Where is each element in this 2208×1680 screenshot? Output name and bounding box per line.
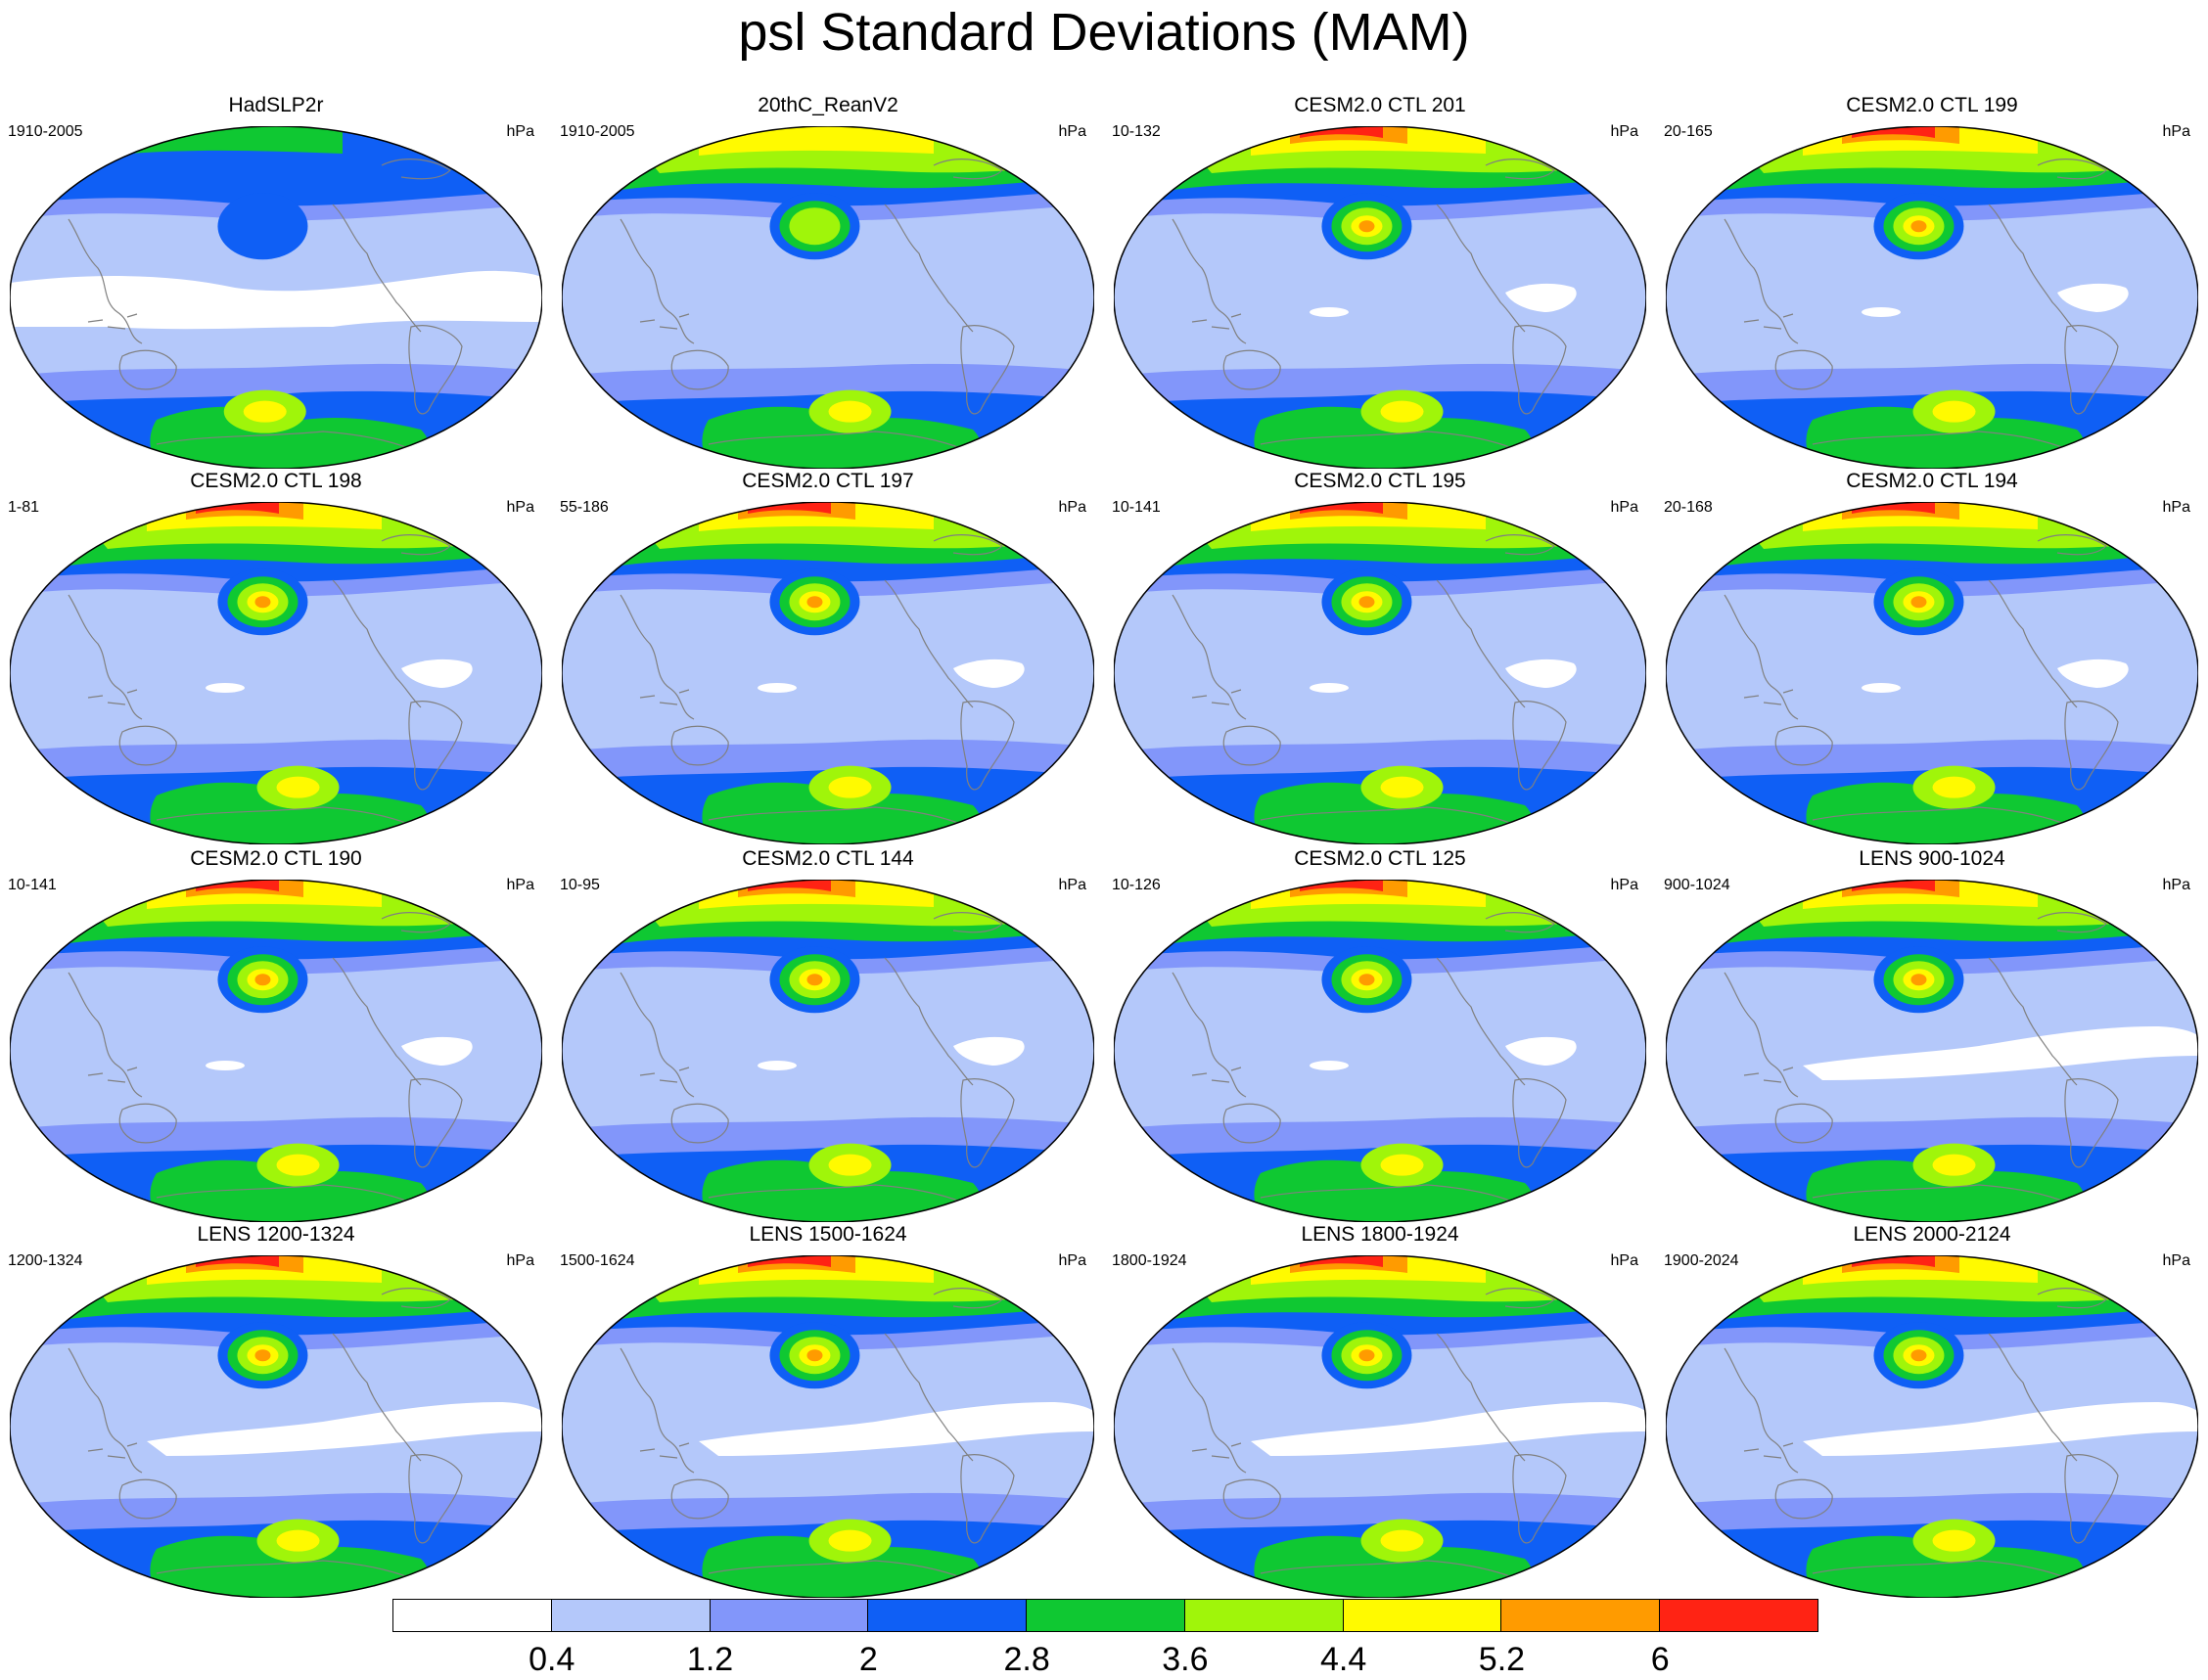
- world-map: [10, 126, 542, 469]
- panel-units: hPa: [506, 877, 534, 893]
- panel-title: LENS 2000-2124: [1853, 1223, 2011, 1246]
- map-panel: CESM2.0 CTL 199 20-165 hPa: [1656, 94, 2208, 471]
- colorbar-tick-label: 6: [1650, 1641, 1670, 1678]
- colorbar-swatch: [1500, 1599, 1661, 1632]
- panel-title: CESM2.0 CTL 199: [1846, 94, 2018, 116]
- panel-years: 1900-2024: [1664, 1252, 1739, 1269]
- panel-units: hPa: [1610, 499, 1638, 516]
- panel-title: CESM2.0 CTL 125: [1294, 847, 1466, 870]
- panel-years: 1500-1624: [560, 1252, 635, 1269]
- world-map: [1114, 126, 1646, 469]
- panel-units: hPa: [506, 499, 534, 516]
- panel-units: hPa: [506, 123, 534, 140]
- colorbar-swatch: [392, 1599, 552, 1632]
- map-panel: LENS 900-1024 900-1024 hPa: [1656, 847, 2208, 1224]
- colorbar-tick-label: 1.2: [686, 1641, 734, 1678]
- panel-years: 20-165: [1664, 123, 1713, 140]
- panel-years: 20-168: [1664, 499, 1713, 516]
- map-panel: CESM2.0 CTL 201 10-132 hPa: [1104, 94, 1656, 471]
- world-map: [1114, 502, 1646, 844]
- figure-title: psl Standard Deviations (MAM): [738, 3, 1470, 62]
- panel-title: CESM2.0 CTL 197: [742, 470, 914, 492]
- panel-title: LENS 1200-1324: [197, 1223, 355, 1246]
- map-panel: HadSLP2r 1910-2005 hPa: [0, 94, 552, 471]
- panel-years: 1200-1324: [8, 1252, 83, 1269]
- colorbar-tick-label: 5.2: [1478, 1641, 1526, 1678]
- world-map: [562, 126, 1094, 469]
- world-map: [1666, 880, 2198, 1222]
- panel-title: CESM2.0 CTL 195: [1294, 470, 1466, 492]
- panel-title: LENS 1800-1924: [1301, 1223, 1459, 1246]
- colorbar-tick-label: 0.4: [529, 1641, 575, 1678]
- colorbar-swatch: [709, 1599, 869, 1632]
- panel-units: hPa: [1058, 123, 1086, 140]
- map-panel: LENS 1200-1324 1200-1324 hPa: [0, 1223, 552, 1600]
- panel-units: hPa: [1058, 499, 1086, 516]
- panel-units: hPa: [1610, 123, 1638, 140]
- map-panel: 20thC_ReanV2 1910-2005 hPa: [552, 94, 1104, 471]
- panel-units: hPa: [1058, 877, 1086, 893]
- panel-units: hPa: [2162, 499, 2190, 516]
- panel-units: hPa: [1610, 877, 1638, 893]
- world-map: [562, 880, 1094, 1222]
- world-map: [10, 1255, 542, 1598]
- panel-title: CESM2.0 CTL 190: [190, 847, 362, 870]
- map-panel: LENS 1500-1624 1500-1624 hPa: [552, 1223, 1104, 1600]
- world-map: [1666, 502, 2198, 844]
- panel-years: 10-141: [8, 877, 57, 893]
- colorbar-tick-label: 2.8: [1003, 1641, 1050, 1678]
- panel-years: 1910-2005: [8, 123, 83, 140]
- panel-units: hPa: [1058, 1252, 1086, 1269]
- panel-title: CESM2.0 CTL 194: [1846, 470, 2018, 492]
- panel-units: hPa: [2162, 877, 2190, 893]
- map-panel: CESM2.0 CTL 144 10-95 hPa: [552, 847, 1104, 1224]
- map-panel: CESM2.0 CTL 198 1-81 hPa: [0, 470, 552, 846]
- panel-years: 55-186: [560, 499, 609, 516]
- panel-years: 10-141: [1112, 499, 1161, 516]
- colorbar-swatch: [1659, 1599, 1818, 1632]
- map-panel: CESM2.0 CTL 125 10-126 hPa: [1104, 847, 1656, 1224]
- map-panel: LENS 1800-1924 1800-1924 hPa: [1104, 1223, 1656, 1600]
- panel-years: 10-132: [1112, 123, 1161, 140]
- map-panel: LENS 2000-2124 1900-2024 hPa: [1656, 1223, 2208, 1600]
- panel-years: 1-81: [8, 499, 40, 516]
- colorbar-tick-label: 4.4: [1320, 1641, 1367, 1678]
- colorbar-swatch: [1183, 1599, 1344, 1632]
- colorbar-swatch: [867, 1599, 1028, 1632]
- panel-title: LENS 1500-1624: [749, 1223, 907, 1246]
- world-map: [1666, 126, 2198, 469]
- world-map: [562, 1255, 1094, 1598]
- panel-title: LENS 900-1024: [1859, 847, 2005, 870]
- colorbar-swatch: [1026, 1599, 1185, 1632]
- colorbar: [392, 1599, 1818, 1634]
- world-map: [10, 502, 542, 844]
- world-map: [10, 880, 542, 1222]
- panel-units: hPa: [2162, 1252, 2190, 1269]
- panel-title: CESM2.0 CTL 201: [1294, 94, 1466, 116]
- panel-title: HadSLP2r: [228, 94, 324, 116]
- panel-units: hPa: [506, 1252, 534, 1269]
- panel-years: 1910-2005: [560, 123, 635, 140]
- map-panel: CESM2.0 CTL 195 10-141 hPa: [1104, 470, 1656, 846]
- panel-title: 20thC_ReanV2: [758, 94, 898, 116]
- colorbar-tick-label: 3.6: [1162, 1641, 1209, 1678]
- panel-units: hPa: [2162, 123, 2190, 140]
- map-panel: CESM2.0 CTL 197 55-186 hPa: [552, 470, 1104, 846]
- panel-years: 10-95: [560, 877, 600, 893]
- colorbar-swatch: [1342, 1599, 1502, 1632]
- world-map: [1114, 880, 1646, 1222]
- world-map: [1114, 1255, 1646, 1598]
- map-panel: CESM2.0 CTL 190 10-141 hPa: [0, 847, 552, 1224]
- panel-years: 900-1024: [1664, 877, 1730, 893]
- panel-title: CESM2.0 CTL 198: [190, 470, 362, 492]
- colorbar-swatch: [550, 1599, 711, 1632]
- panel-title: CESM2.0 CTL 144: [742, 847, 914, 870]
- colorbar-tick-label: 2: [858, 1641, 878, 1678]
- panel-years: 10-126: [1112, 877, 1161, 893]
- world-map: [562, 502, 1094, 844]
- map-panel: CESM2.0 CTL 194 20-168 hPa: [1656, 470, 2208, 846]
- world-map: [1666, 1255, 2198, 1598]
- panel-units: hPa: [1610, 1252, 1638, 1269]
- panel-years: 1800-1924: [1112, 1252, 1187, 1269]
